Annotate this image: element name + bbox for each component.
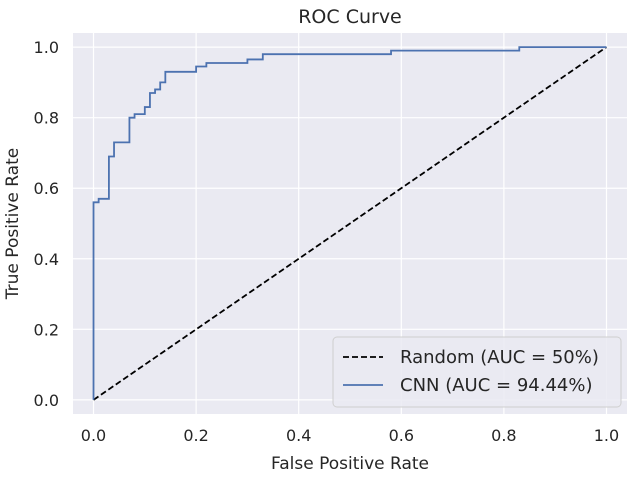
legend-box — [332, 336, 622, 408]
x-tick-label: 0.4 — [286, 426, 311, 445]
y-tick-label: 0.4 — [34, 250, 59, 269]
legend: Random (AUC = 50%) CNN (AUC = 94.44%) — [332, 336, 622, 408]
y-tick-label: 0.8 — [34, 109, 59, 128]
y-tick-label: 0.2 — [34, 320, 59, 339]
legend-label-random: Random (AUC = 50%) — [400, 347, 599, 368]
y-tick-label: 0.6 — [34, 179, 59, 198]
x-tick-label: 0.6 — [389, 426, 414, 445]
random-baseline-line — [93, 46, 607, 401]
x-tick-label: 0.8 — [491, 426, 516, 445]
y-axis-label: True Positive Rate — [3, 148, 23, 300]
chart-title: ROC Curve — [298, 6, 402, 28]
legend-label-cnn: CNN (AUC = 94.44%) — [400, 375, 592, 396]
grid-lines — [73, 33, 627, 414]
x-tick-label: 1.0 — [594, 426, 619, 445]
x-tick-label: 0.0 — [81, 426, 106, 445]
x-tick-label: 0.2 — [183, 426, 208, 445]
x-axis-label: False Positive Rate — [271, 454, 429, 474]
tick-labels: 0.0 0.2 0.4 0.6 0.8 1.0 0.0 0.2 0.4 0.6 0.8 1.0 — [34, 38, 620, 445]
series-lines — [92, 46, 607, 401]
y-tick-label: 0.0 — [34, 391, 59, 410]
y-tick-label: 1.0 — [34, 38, 59, 57]
cnn-roc-line — [92, 46, 607, 400]
